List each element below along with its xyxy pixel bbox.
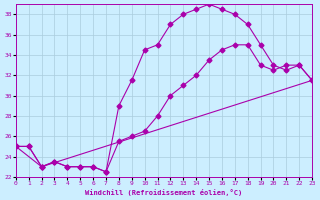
X-axis label: Windchill (Refroidissement éolien,°C): Windchill (Refroidissement éolien,°C) [85,189,243,196]
